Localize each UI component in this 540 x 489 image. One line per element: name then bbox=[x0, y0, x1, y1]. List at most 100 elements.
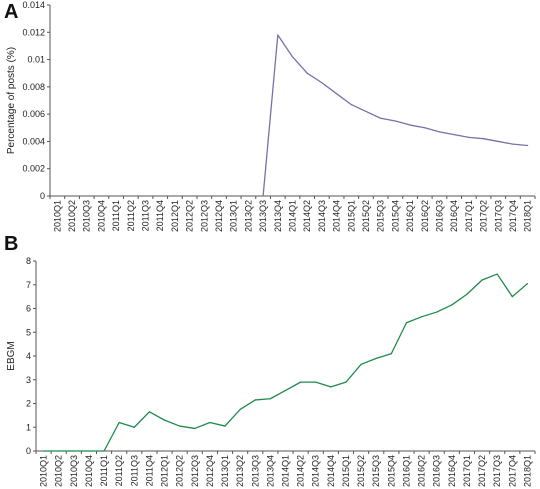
panel-b-y-tick-label: 0 bbox=[26, 446, 31, 456]
panel-a-x-tick-label: 2017Q2 bbox=[479, 200, 489, 232]
panel-b-x-tick-label: 2014Q4 bbox=[326, 455, 336, 487]
panel-a-x-tick-label: 2017Q4 bbox=[508, 200, 518, 232]
panel-b-data-point bbox=[254, 399, 256, 401]
panel-a-data-point bbox=[512, 143, 514, 145]
panel-a-x-tick-label: 2011Q1 bbox=[111, 200, 121, 231]
panel-a-x-tick-label: 2010Q4 bbox=[96, 200, 106, 232]
panel-b-x-tick-label: 2012Q2 bbox=[175, 455, 185, 487]
panel-a-data-point bbox=[380, 117, 382, 119]
panel-b-x-tick-label: 2018Q1 bbox=[522, 455, 532, 487]
panel-b-data-point bbox=[284, 389, 287, 392]
panel-b-x-tick-label: 2014Q3 bbox=[311, 455, 321, 487]
panel-a-data-point bbox=[321, 82, 323, 84]
panel-a-x-tick-label: 2013Q1 bbox=[229, 200, 239, 232]
panel-b-data-point bbox=[345, 381, 347, 383]
panel-a-data-point bbox=[350, 103, 352, 106]
panel-b-x-tick-label: 2017Q3 bbox=[492, 455, 502, 487]
panel-a-x-tick-label: 2015Q2 bbox=[361, 200, 371, 232]
panel-a-x-tick-label: 2016Q1 bbox=[405, 200, 415, 232]
panel-b-x-tick-label: 2017Q2 bbox=[477, 455, 487, 487]
panel-a-y-tick-label: 0.012 bbox=[22, 27, 45, 37]
panel-a-x-tick-label: 2013Q2 bbox=[243, 200, 253, 232]
panel-a-data-point bbox=[424, 127, 426, 129]
panel-a-data-point bbox=[306, 72, 308, 74]
panel-b-data-point bbox=[420, 316, 423, 318]
panel-b-x-tick-label: 2011Q4 bbox=[144, 455, 154, 486]
panel-a-letter: A bbox=[4, 1, 18, 23]
panel-a-data-point bbox=[453, 134, 455, 136]
panel-a-y-tick-label: 0.008 bbox=[22, 82, 45, 92]
panel-a-y-tick-label: 0.002 bbox=[22, 164, 45, 174]
panel-b-x-tick-label: 2011Q1 bbox=[99, 455, 109, 486]
panel-a-y-tick-label: 0.006 bbox=[22, 109, 45, 119]
panel-a-data-point bbox=[482, 138, 485, 140]
panel-a-data-point bbox=[262, 195, 264, 197]
panel-b-x-tick-label: 2010Q2 bbox=[54, 455, 64, 487]
panel-b-x-tick-label: 2015Q4 bbox=[386, 455, 396, 487]
panel-a-x-tick-label: 2011Q3 bbox=[141, 200, 151, 231]
panel-a-x-tick-label: 2014Q3 bbox=[317, 200, 327, 232]
panel-b-data-point bbox=[390, 353, 392, 355]
panel-a-x-tick-label: 2017Q3 bbox=[493, 200, 503, 232]
panel-a-x-tick-label: 2015Q1 bbox=[346, 200, 356, 232]
panel-b-x-tick-label: 2010Q1 bbox=[39, 455, 49, 487]
panel-b-data-point bbox=[179, 425, 181, 427]
panel-b-data-point bbox=[315, 381, 317, 383]
panel-b-x-tick-label: 2017Q1 bbox=[462, 455, 472, 487]
panel-b-data-point bbox=[375, 357, 377, 359]
panel-a-x-tick-label: 2013Q3 bbox=[258, 200, 268, 232]
panel-a-x-tick-label: 2017Q1 bbox=[464, 200, 474, 232]
panel-b-data-point bbox=[73, 450, 75, 452]
panel-a-data-point bbox=[409, 124, 411, 126]
panel-b-data-point bbox=[526, 282, 529, 285]
panel-a-y-tick-label: 0 bbox=[40, 191, 45, 201]
panel-b-x-tick-label: 2013Q2 bbox=[235, 455, 245, 487]
panel-b-x-tick-label: 2013Q4 bbox=[265, 455, 275, 487]
panel-b-data-point bbox=[269, 398, 271, 400]
panel-a-data-point bbox=[335, 93, 338, 95]
panel-b-y-tick-label: 4 bbox=[26, 351, 31, 361]
panel-a-x-tick-label: 2015Q4 bbox=[390, 200, 400, 232]
panel-b-x-tick-label: 2016Q2 bbox=[417, 455, 427, 487]
panel-b-y-tick-label: 5 bbox=[26, 327, 31, 337]
panel-b-y-tick-label: 7 bbox=[26, 280, 31, 290]
panel-b-data-point bbox=[194, 427, 196, 430]
panel-a-x-tick-label: 2015Q3 bbox=[376, 200, 386, 232]
panel-b-y-tick-label: 6 bbox=[26, 304, 31, 314]
panel-b-data-point bbox=[42, 450, 45, 452]
panel-a-x-tick-label: 2018Q1 bbox=[523, 200, 533, 232]
panel-b-letter: B bbox=[4, 233, 18, 255]
panel-b-chart: 0 1 2 3 4 5 6 7 8 2010Q1 2010Q2 2010Q3 2010Q4 2011Q1 2… bbox=[6, 256, 536, 487]
panel-b-x-tick-label: 2014Q1 bbox=[281, 455, 291, 487]
panel-b-x-tick-label: 2015Q1 bbox=[341, 455, 351, 487]
panel-a-data-point bbox=[365, 110, 367, 113]
panel-a-x-tick-label: 2010Q1 bbox=[52, 200, 62, 232]
panel-b-x-tick-label: 2012Q3 bbox=[190, 455, 200, 487]
panel-a-x-tick-label: 2012Q3 bbox=[199, 200, 209, 232]
panel-a-x-tick-label: 2014Q2 bbox=[302, 200, 312, 232]
panel-a-data-point bbox=[497, 140, 499, 143]
panel-a-data-point bbox=[438, 131, 441, 133]
panel-b-x-tick-label: 2015Q2 bbox=[356, 455, 366, 487]
panel-b-y-axis-label: EBGM bbox=[6, 341, 17, 370]
panel-b-series-line bbox=[43, 273, 528, 452]
panel-a-y-axis-label: Percentage of posts (%) bbox=[6, 47, 17, 154]
panel-b-x-tick-label: 2017Q4 bbox=[507, 455, 517, 487]
panel-b-data-point bbox=[103, 450, 105, 452]
panel-b-data-point bbox=[451, 304, 453, 306]
panel-b-y-tick-label: 8 bbox=[26, 256, 31, 266]
panel-b-x-tick-label: 2011Q2 bbox=[114, 455, 124, 486]
panel-a-x-tick-label: 2011Q4 bbox=[155, 200, 165, 231]
panel-a-chart: 0 0.002 0.004 0.006 0.008 0.01 0.012 0.014 2010Q… bbox=[6, 0, 536, 232]
panel-a-x-tick-label: 2014Q1 bbox=[288, 200, 298, 232]
panel-b-data-point bbox=[209, 421, 211, 424]
panel-a-x-tick-label: 2016Q4 bbox=[449, 200, 459, 232]
panel-b-data-point bbox=[88, 450, 90, 452]
panel-a-y-tick-label: 0.014 bbox=[22, 0, 45, 10]
panel-a-x-tick-label: 2012Q1 bbox=[170, 200, 180, 232]
panel-b-x-tick-label: 2012Q1 bbox=[160, 455, 170, 487]
panel-b-y-tick-label: 3 bbox=[26, 375, 31, 385]
panel-a-x-tick-label: 2016Q3 bbox=[434, 200, 444, 232]
panel-b-x-tick-label: 2016Q1 bbox=[401, 455, 411, 487]
